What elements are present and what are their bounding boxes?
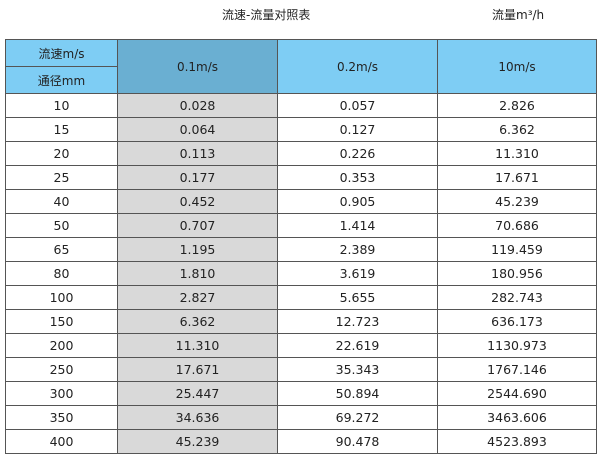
- flow-cell: 4523.893: [437, 429, 597, 454]
- table-row: 20 0.113 0.226 11.310: [5, 141, 597, 166]
- flow-cell: 35.343: [277, 357, 438, 382]
- diameter-cell: 10: [5, 93, 118, 118]
- table-row: 250 17.671 35.343 1767.146: [5, 357, 597, 382]
- table-row: 80 1.810 3.619 180.956: [5, 261, 597, 286]
- column-header: 0.1m/s: [117, 39, 278, 94]
- flow-cell: 6.362: [117, 309, 278, 334]
- diameter-cell: 25: [5, 165, 118, 190]
- table-row: 300 25.447 50.894 2544.690: [5, 381, 597, 406]
- table-row: 15 0.064 0.127 6.362: [5, 117, 597, 142]
- flow-cell: 3.619: [277, 261, 438, 286]
- flow-cell: 1.414: [277, 213, 438, 238]
- table-row: 100 2.827 5.655 282.743: [5, 285, 597, 310]
- flow-cell: 69.272: [277, 405, 438, 430]
- diameter-cell: 200: [5, 333, 118, 358]
- table-row: 200 11.310 22.619 1130.973: [5, 333, 597, 358]
- diameter-cell: 15: [5, 117, 118, 142]
- header-row: 流速m/s 0.1m/s 0.2m/s 10m/s: [5, 39, 597, 94]
- flow-cell: 2.826: [437, 93, 597, 118]
- diameter-cell: 40: [5, 189, 118, 214]
- flow-cell: 0.707: [117, 213, 278, 238]
- flow-cell: 636.173: [437, 309, 597, 334]
- flow-cell: 12.723: [277, 309, 438, 334]
- flow-cell: 1.195: [117, 237, 278, 262]
- flow-cell: 22.619: [277, 333, 438, 358]
- flow-cell: 70.686: [437, 213, 597, 238]
- flow-cell: 5.655: [277, 285, 438, 310]
- flow-cell: 50.894: [277, 381, 438, 406]
- table-row: 50 0.707 1.414 70.686: [5, 213, 597, 238]
- diameter-cell: 250: [5, 357, 118, 382]
- header-row: 通径mm: [5, 66, 597, 94]
- flow-cell: 282.743: [437, 285, 597, 310]
- flow-cell: 11.310: [117, 333, 278, 358]
- flow-cell: 180.956: [437, 261, 597, 286]
- velocity-header: 流速m/s: [5, 39, 118, 67]
- table-row: 150 6.362 12.723 636.173: [5, 309, 597, 334]
- flow-table: 流速m/s 0.1m/s 0.2m/s 10m/s 通径mm 10 0.028 0.…: [5, 39, 597, 454]
- table-title: 流速-流量对照表: [222, 8, 311, 22]
- flow-cell: 0.028: [117, 93, 278, 118]
- diameter-cell: 400: [5, 429, 118, 454]
- diameter-cell: 300: [5, 381, 118, 406]
- flow-cell: 1130.973: [437, 333, 597, 358]
- flow-cell: 17.671: [437, 165, 597, 190]
- flow-cell: 0.353: [277, 165, 438, 190]
- flow-cell: 3463.606: [437, 405, 597, 430]
- flow-cell: 0.064: [117, 117, 278, 142]
- diameter-cell: 20: [5, 141, 118, 166]
- diameter-cell: 65: [5, 237, 118, 262]
- flow-cell: 0.057: [277, 93, 438, 118]
- flow-cell: 11.310: [437, 141, 597, 166]
- flow-cell: 0.177: [117, 165, 278, 190]
- flow-cell: 0.226: [277, 141, 438, 166]
- diameter-cell: 100: [5, 285, 118, 310]
- diameter-cell: 150: [5, 309, 118, 334]
- diameter-cell: 80: [5, 261, 118, 286]
- flow-cell: 45.239: [437, 189, 597, 214]
- flow-cell: 0.452: [117, 189, 278, 214]
- flow-cell: 1767.146: [437, 357, 597, 382]
- flow-cell: 34.636: [117, 405, 278, 430]
- flow-cell: 2544.690: [437, 381, 597, 406]
- table-row: 25 0.177 0.353 17.671: [5, 165, 597, 190]
- table-row: 10 0.028 0.057 2.826: [5, 93, 597, 118]
- unit-label: 流量m³/h: [492, 8, 545, 22]
- flow-cell: 25.447: [117, 381, 278, 406]
- diameter-header: 通径mm: [5, 66, 118, 94]
- flow-cell: 0.127: [277, 117, 438, 142]
- diameter-cell: 350: [5, 405, 118, 430]
- flow-cell: 17.671: [117, 357, 278, 382]
- column-header: 10m/s: [437, 39, 597, 94]
- flow-cell: 1.810: [117, 261, 278, 286]
- flow-cell: 0.113: [117, 141, 278, 166]
- flow-cell: 6.362: [437, 117, 597, 142]
- flow-cell: 119.459: [437, 237, 597, 262]
- table-row: 40 0.452 0.905 45.239: [5, 189, 597, 214]
- flow-cell: 0.905: [277, 189, 438, 214]
- table-row: 65 1.195 2.389 119.459: [5, 237, 597, 262]
- table-row: 400 45.239 90.478 4523.893: [5, 429, 597, 454]
- flow-cell: 45.239: [117, 429, 278, 454]
- diameter-cell: 50: [5, 213, 118, 238]
- column-header: 0.2m/s: [277, 39, 438, 94]
- flow-cell: 2.827: [117, 285, 278, 310]
- flow-cell: 2.389: [277, 237, 438, 262]
- flow-cell: 90.478: [277, 429, 438, 454]
- table-row: 350 34.636 69.272 3463.606: [5, 405, 597, 430]
